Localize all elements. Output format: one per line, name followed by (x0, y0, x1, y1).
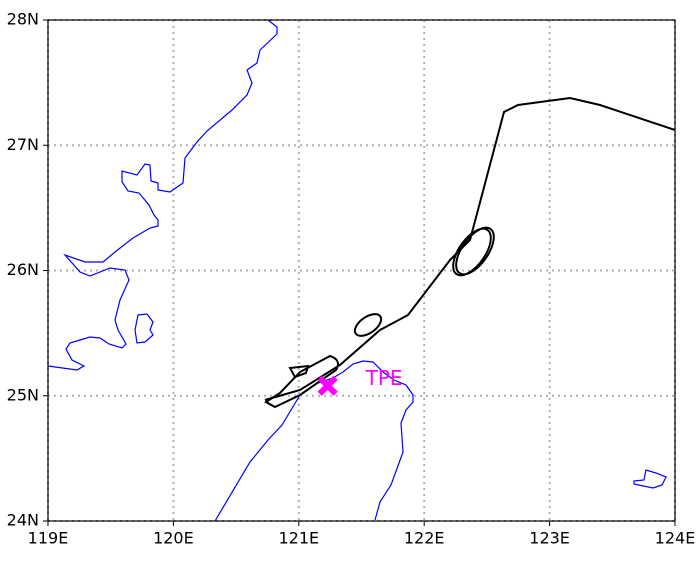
overlay: 119E 120E 121E 122E 123E 124E 24N 25N 26N 27N 28N T… (7, 10, 696, 548)
holding (455, 226, 495, 276)
x-tick-label: 121E (278, 529, 319, 548)
y-tick-label: 27N (7, 135, 39, 154)
y-tick-label: 28N (7, 10, 39, 29)
x-tick-label: 120E (153, 529, 194, 548)
holding (264, 354, 339, 409)
x-tick-label: 124E (655, 529, 696, 548)
y-tick-label: 26N (7, 260, 39, 279)
holding (452, 227, 492, 277)
island (633, 469, 667, 489)
y-tick-label: 25N (7, 385, 39, 404)
x-tick-label: 119E (28, 529, 69, 548)
coastlines (47, 19, 667, 522)
marker-label: TPE (365, 366, 403, 390)
coastline (47, 19, 278, 371)
holding (288, 364, 310, 379)
taiwan-coast (214, 360, 414, 522)
y-tick-label: 24N (7, 511, 39, 530)
flight-track (264, 96, 676, 409)
x-tick-label: 122E (404, 529, 445, 548)
airport-marker (317, 375, 338, 396)
grid (47, 19, 676, 522)
x-tick-label: 123E (529, 529, 570, 548)
holding (353, 313, 383, 337)
track (264, 96, 676, 401)
island (134, 313, 154, 344)
marker-cross (317, 375, 338, 396)
